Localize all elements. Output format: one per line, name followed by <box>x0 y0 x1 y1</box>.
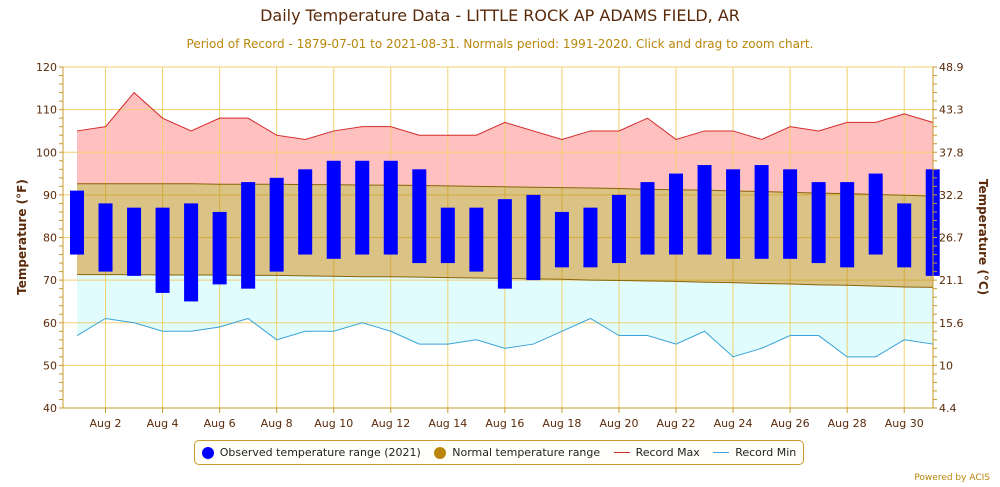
x-tick-label: Aug 18 <box>542 417 581 430</box>
observed-bar <box>241 182 256 289</box>
legend-label-record-min: Record Min <box>735 446 797 459</box>
legend-item-observed[interactable]: Observed temperature range (2021) <box>201 446 421 459</box>
x-tick-label: Aug 28 <box>828 417 867 430</box>
legend-label-observed: Observed temperature range (2021) <box>219 446 421 459</box>
x-tick-label: Aug 4 <box>147 417 179 430</box>
observed-bar <box>840 182 855 268</box>
x-tick-label: Aug 24 <box>714 417 753 430</box>
legend-item-record-max[interactable]: Record Max <box>613 446 700 459</box>
y-tick-label-right: 26.7 <box>939 232 964 245</box>
observed-bar <box>155 207 170 293</box>
chart-subtitle: Period of Record - 1879-07-01 to 2021-08… <box>186 37 814 51</box>
record-min-line <box>76 317 933 358</box>
observed-bar <box>583 207 598 268</box>
observed-bar <box>726 169 741 259</box>
y-tick-label-right: 37.8 <box>939 146 964 159</box>
observed-bar <box>669 173 684 255</box>
observed-bar <box>611 194 626 264</box>
x-tick-label: Aug 6 <box>204 417 236 430</box>
y-tick-label-right: 10 <box>939 359 953 372</box>
observed-dot-icon <box>201 446 214 459</box>
y-tick-label-left: 70 <box>43 274 57 287</box>
legend-label-normal: Normal temperature range <box>452 446 601 459</box>
y-axis-label-left: Temperature (°F) <box>15 179 29 295</box>
x-tick-label: Aug 14 <box>428 417 467 430</box>
y-tick-label-left: 80 <box>43 232 57 245</box>
record-min-line-icon <box>713 452 730 453</box>
y-tick-label-right: 4.4 <box>939 402 957 415</box>
observed-bar <box>355 160 370 255</box>
observed-bar <box>811 182 826 264</box>
y-tick-label-left: 50 <box>43 359 57 372</box>
observed-bar <box>269 177 284 272</box>
observed-bar <box>554 211 569 268</box>
y-tick-label-right: 32.2 <box>939 189 964 202</box>
observed-bar <box>212 211 227 285</box>
normal-dot-icon <box>434 446 447 459</box>
y-tick-label-left: 100 <box>36 146 57 159</box>
legend: Observed temperature range (2021) Normal… <box>194 440 804 465</box>
y-tick-label-left: 40 <box>43 402 57 415</box>
x-tick-label: Aug 16 <box>485 417 524 430</box>
y-tick-label-left: 120 <box>36 61 57 74</box>
observed-bar <box>783 169 798 259</box>
record-lines <box>76 91 933 358</box>
chart-title: Daily Temperature Data - LITTLE ROCK AP … <box>260 6 740 25</box>
x-axis-ticks: Aug 2 Aug 4 Aug 6 Aug 8 Aug 10 Aug 12 Aug 14 Au… <box>90 408 924 430</box>
credits-link[interactable]: Powered by ACIS <box>914 473 990 483</box>
y-axis-left-ticks: 40 50 60 70 80 90 100 110 120 <box>36 61 57 415</box>
x-tick-label: Aug 10 <box>314 417 353 430</box>
y-axis-right-ticks: 4.4 10 15.6 21.1 26.7 32.2 37.8 43.3 48.9 <box>939 61 964 415</box>
observed-bar <box>127 207 142 276</box>
x-tick-label: Aug 22 <box>657 417 696 430</box>
axes <box>59 66 937 409</box>
record-max-line <box>76 91 933 141</box>
y-axis-label-right: Temperature (°C) <box>976 179 990 295</box>
observed-bar <box>640 182 655 255</box>
y-tick-label-right: 43.3 <box>939 104 964 117</box>
x-tick-label: Aug 2 <box>90 417 122 430</box>
y-tick-label-right: 21.1 <box>939 274 964 287</box>
legend-label-record-max: Record Max <box>635 446 700 459</box>
observed-bar <box>754 165 769 259</box>
observed-bar <box>440 207 455 264</box>
observed-bar <box>70 190 84 255</box>
x-tick-label: Aug 20 <box>599 417 638 430</box>
legend-item-normal[interactable]: Normal temperature range <box>434 446 600 459</box>
observed-bar <box>98 203 113 272</box>
y-tick-label-right: 15.6 <box>939 317 964 330</box>
observed-bar <box>497 199 512 289</box>
observed-bar <box>697 165 712 255</box>
x-tick-label: Aug 8 <box>261 417 293 430</box>
observed-bar <box>298 169 313 255</box>
y-tick-label-left: 90 <box>43 189 57 202</box>
observed-bar <box>326 160 341 259</box>
observed-bar <box>897 203 912 268</box>
observed-bar <box>469 207 484 272</box>
record-max-line-icon <box>613 452 630 453</box>
x-tick-label: Aug 26 <box>771 417 810 430</box>
observed-bar <box>526 194 541 281</box>
observed-bar <box>412 169 427 264</box>
observed-bar <box>383 160 398 255</box>
observed-bar <box>868 173 883 255</box>
x-tick-label: Aug 30 <box>885 417 924 430</box>
y-tick-label-right: 48.9 <box>939 61 964 74</box>
observed-bar <box>184 203 199 302</box>
x-tick-label: Aug 12 <box>371 417 410 430</box>
y-tick-label-left: 110 <box>36 104 57 117</box>
y-tick-label-left: 60 <box>43 317 57 330</box>
legend-item-record-min[interactable]: Record Min <box>713 446 796 459</box>
